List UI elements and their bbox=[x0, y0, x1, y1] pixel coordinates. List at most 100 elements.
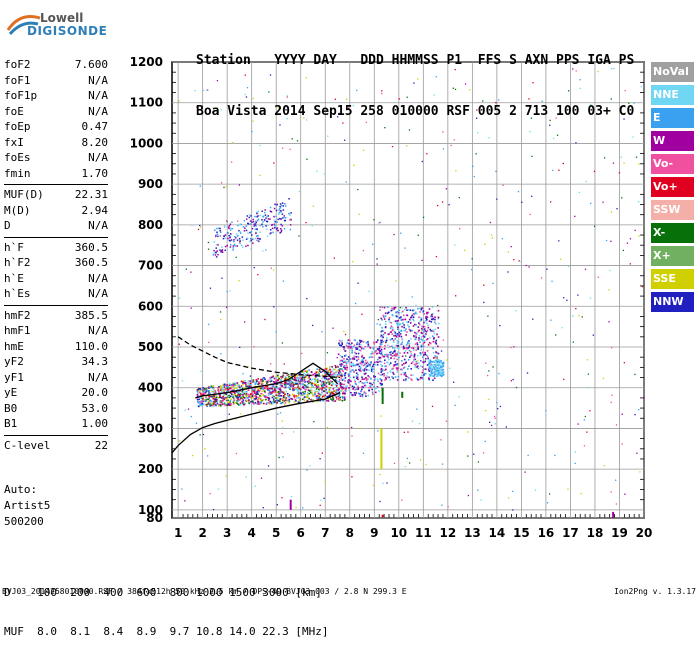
echo-point bbox=[281, 225, 284, 227]
echo-point bbox=[380, 343, 383, 345]
echo-point bbox=[216, 402, 219, 405]
echo-point bbox=[384, 323, 387, 326]
echo-point bbox=[346, 385, 348, 387]
echo-point bbox=[236, 395, 239, 397]
param-separator bbox=[4, 236, 108, 238]
echo-point bbox=[202, 388, 204, 391]
echo-point bbox=[380, 380, 383, 383]
param-label: hmF2 bbox=[4, 308, 31, 322]
echo-point bbox=[348, 379, 351, 382]
echo-point bbox=[376, 339, 379, 341]
echo-point bbox=[239, 240, 241, 243]
param-label: fxI bbox=[4, 135, 24, 149]
echo-point bbox=[216, 399, 218, 401]
echo-point bbox=[360, 359, 363, 362]
echo-point bbox=[342, 396, 344, 399]
echo-point bbox=[379, 473, 381, 476]
echo-point bbox=[207, 390, 210, 392]
echo-point bbox=[342, 122, 344, 124]
echo-point bbox=[589, 202, 592, 204]
echo-point bbox=[391, 345, 393, 348]
echo-point bbox=[242, 382, 244, 384]
param-value: N/A bbox=[88, 104, 108, 118]
echo-point bbox=[362, 382, 365, 385]
echo-point bbox=[283, 396, 285, 399]
echo-point bbox=[410, 367, 412, 370]
echo-point bbox=[272, 390, 274, 393]
echo-point bbox=[264, 378, 266, 381]
version-label: Ion2Png v. 1.3.17 bbox=[614, 587, 696, 596]
echo-point bbox=[253, 225, 255, 228]
echo-point bbox=[373, 341, 375, 344]
echo-point bbox=[206, 89, 208, 91]
echo-point bbox=[244, 93, 246, 96]
echo-point bbox=[269, 228, 272, 231]
echo-point bbox=[232, 401, 235, 404]
echo-point bbox=[389, 370, 392, 372]
echo-point bbox=[408, 325, 410, 328]
echo-point bbox=[341, 388, 344, 390]
echo-point bbox=[391, 314, 394, 316]
echo-point bbox=[380, 330, 383, 333]
echo-point bbox=[376, 378, 379, 380]
echo-point bbox=[203, 400, 205, 403]
echo-point bbox=[208, 341, 210, 344]
echo-point bbox=[403, 373, 406, 376]
echo-point bbox=[352, 260, 354, 263]
y-tick-label: 600 bbox=[138, 299, 163, 313]
echo-point bbox=[350, 380, 352, 383]
echo-point bbox=[459, 228, 461, 230]
echo-point bbox=[380, 339, 382, 342]
echo-point bbox=[345, 390, 347, 392]
echo-point bbox=[420, 308, 423, 311]
echo-point bbox=[330, 381, 332, 384]
echo-point bbox=[301, 352, 303, 355]
echo-point bbox=[526, 372, 529, 374]
echo-point bbox=[289, 385, 292, 387]
echo-point bbox=[378, 352, 381, 354]
echo-point bbox=[407, 321, 410, 323]
echo-point bbox=[431, 368, 434, 370]
echo-point bbox=[364, 392, 367, 395]
echo-point bbox=[344, 368, 346, 370]
echo-point bbox=[422, 378, 425, 381]
param-label: MUF(D) bbox=[4, 188, 44, 201]
echo-point bbox=[386, 306, 389, 308]
echo-point bbox=[361, 382, 364, 384]
echo-point bbox=[280, 204, 283, 207]
echo-point bbox=[245, 229, 248, 232]
echo-point bbox=[269, 210, 272, 212]
echo-point bbox=[304, 388, 306, 390]
echo-point bbox=[255, 232, 257, 235]
echo-point bbox=[298, 401, 301, 404]
echo-point bbox=[205, 396, 207, 399]
echo-point bbox=[312, 399, 315, 401]
echo-point bbox=[406, 321, 408, 324]
echo-point bbox=[498, 99, 500, 101]
echo-point bbox=[264, 214, 267, 216]
echo-point bbox=[220, 251, 222, 254]
echo-point bbox=[279, 402, 282, 405]
echo-point bbox=[232, 394, 235, 396]
echo-point bbox=[475, 153, 477, 155]
echo-point bbox=[241, 389, 244, 392]
echo-point bbox=[227, 226, 230, 228]
polarization-legend: NoVal NNE E W Vo- Vo+ SSW X- X+ SSE NNW bbox=[651, 62, 694, 315]
echo-point bbox=[297, 390, 300, 393]
echo-point bbox=[348, 379, 350, 381]
echo-point bbox=[340, 390, 342, 392]
echo-point bbox=[287, 379, 289, 382]
echo-point bbox=[259, 238, 261, 240]
echo-point bbox=[308, 377, 311, 380]
echo-point bbox=[278, 395, 280, 398]
echo-point bbox=[360, 340, 362, 342]
echo-point bbox=[219, 235, 222, 237]
echo-point bbox=[396, 328, 399, 330]
echo-point bbox=[408, 340, 410, 342]
echo-point bbox=[394, 354, 397, 356]
echo-point bbox=[282, 280, 284, 282]
echo-point bbox=[372, 371, 374, 373]
echo-point bbox=[572, 68, 574, 70]
echo-point bbox=[280, 210, 283, 212]
echo-point bbox=[384, 332, 386, 334]
